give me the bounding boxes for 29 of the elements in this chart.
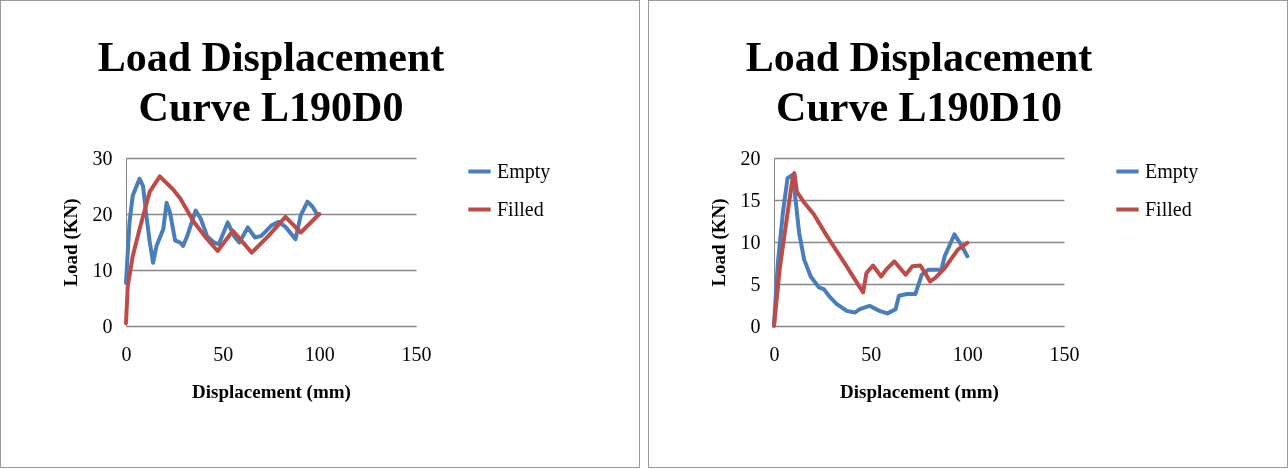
x-axis-title: Displacement (mm) — [192, 380, 351, 403]
y-tick-label: 15 — [740, 188, 761, 211]
x-tick-label: 150 — [1049, 342, 1080, 365]
y-tick-label: 20 — [92, 202, 113, 225]
y-tick-label: 20 — [740, 146, 761, 169]
legend-label: Filled — [1145, 197, 1192, 220]
x-tick-label: 0 — [121, 342, 132, 365]
y-axis-title: Load (KN) — [59, 198, 82, 287]
y-tick-label: 30 — [92, 146, 113, 169]
y-tick-label: 0 — [750, 314, 761, 337]
x-tick-label: 50 — [861, 342, 882, 365]
x-axis-title: Displacement (mm) — [840, 380, 999, 403]
line-series — [124, 176, 320, 285]
chart-title: Load Displacement Curve L190D0 — [97, 34, 445, 130]
y-tick-label: 10 — [740, 230, 761, 253]
x-tick-label: 100 — [304, 342, 335, 365]
x-tick-label: 0 — [769, 342, 780, 365]
y-tick-label: 10 — [92, 258, 113, 281]
y-axis-title: Load (KN) — [707, 198, 730, 287]
x-tick-label: 150 — [401, 342, 432, 365]
x-tick-label: 100 — [952, 342, 983, 365]
x-tick-label: 50 — [213, 342, 234, 365]
chart-title: Load Displacement Curve L190D10 — [745, 34, 1093, 130]
legend-label: Empty — [1145, 159, 1199, 183]
y-tick-label: 5 — [750, 272, 761, 295]
legend-label: Empty — [497, 159, 551, 183]
line-series — [124, 174, 322, 326]
y-tick-label: 0 — [102, 314, 113, 337]
legend-label: Filled — [497, 197, 544, 220]
